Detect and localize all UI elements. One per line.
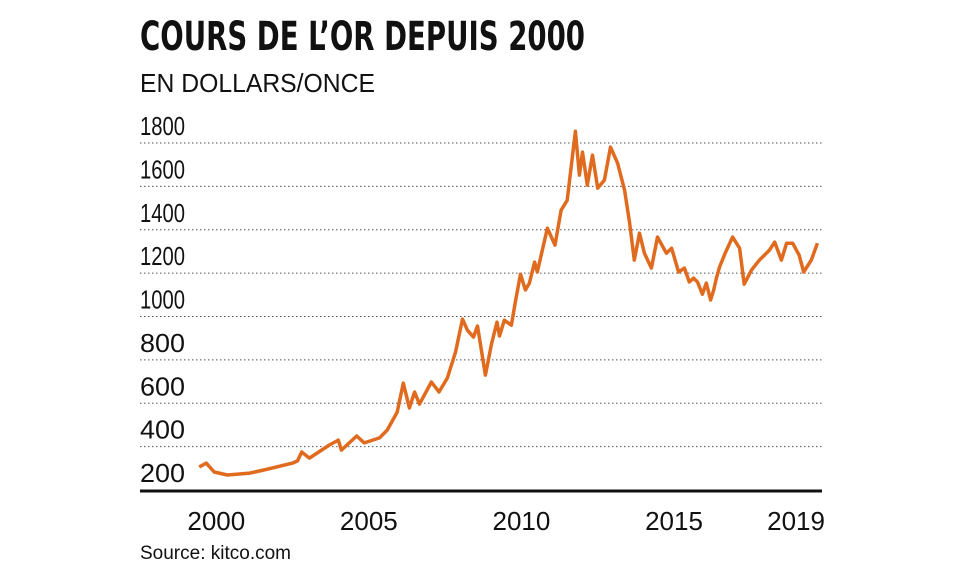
chart-title: COURS DE L’OR DEPUIS 2000	[140, 14, 585, 60]
y-tick-label: 800	[140, 328, 185, 358]
x-tick-label: 2000	[187, 506, 245, 536]
source-note: Source: kitco.com	[140, 543, 291, 564]
y-tick-label: 1000	[140, 285, 185, 315]
y-tick-label: 600	[140, 371, 185, 401]
y-tick-label: 1400	[140, 198, 185, 228]
x-tick-label: 2015	[645, 506, 703, 536]
x-tick-label: 2010	[493, 506, 551, 536]
x-tick-label: 2019	[767, 506, 825, 536]
y-tick-label: 1800	[140, 111, 185, 141]
price-line	[198, 129, 820, 477]
x-tick-label: 2005	[340, 506, 398, 536]
y-tick-label: 1200	[140, 241, 185, 271]
y-tick-label: 200	[140, 458, 185, 488]
y-tick-label: 1600	[140, 154, 185, 184]
y-tick-label: 400	[140, 415, 185, 445]
chart-subtitle: EN DOLLARS/ONCE	[140, 68, 375, 98]
